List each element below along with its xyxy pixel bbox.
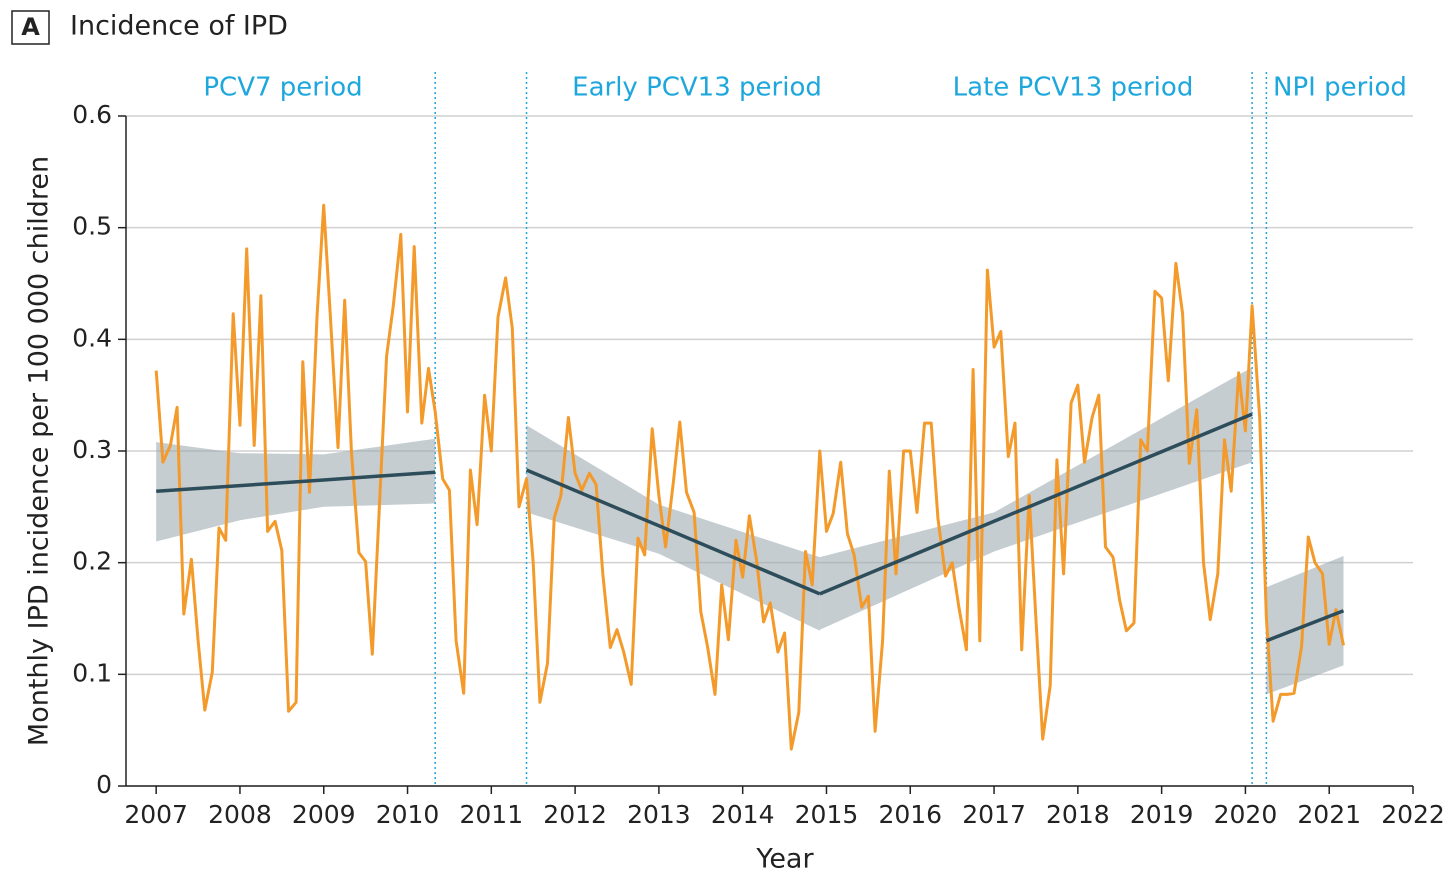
x-tick-label: 2010 <box>376 800 440 829</box>
y-tick-label: 0.1 <box>72 658 112 687</box>
x-tick-label: 2013 <box>627 800 691 829</box>
y-tick-label: 0.3 <box>72 435 112 464</box>
x-tick-label: 2018 <box>1046 800 1110 829</box>
period-label: Late PCV13 period <box>953 73 1194 103</box>
y-tick-label: 0.2 <box>72 547 112 576</box>
confidence-band <box>819 367 1253 630</box>
x-tick-label: 2011 <box>460 800 524 829</box>
x-tick-label: 2009 <box>292 800 356 829</box>
period-label: PCV7 period <box>203 73 362 103</box>
y-tick-label: 0.5 <box>72 212 112 241</box>
x-tick-label: 2015 <box>795 800 859 829</box>
x-tick-label: 2007 <box>124 800 188 829</box>
trend-line <box>525 468 821 596</box>
period-label: NPI period <box>1273 73 1407 103</box>
panel-box <box>11 10 50 45</box>
incidence-line <box>154 203 1345 751</box>
y-tick-label: 0 <box>96 770 112 799</box>
x-tick-label: 2016 <box>878 800 942 829</box>
x-tick-label: 2019 <box>1130 800 1194 829</box>
y-tick-label: 0.4 <box>72 323 112 352</box>
x-tick-label: 2012 <box>543 800 607 829</box>
x-tick-label: 2008 <box>208 800 272 829</box>
chart-title: Incidence of IPD <box>70 11 288 42</box>
trend-line <box>1265 609 1345 643</box>
x-tick-label: 2022 <box>1381 800 1445 829</box>
x-tick-label: 2014 <box>711 800 775 829</box>
period-label: Early PCV13 period <box>572 73 822 103</box>
x-tick-label: 2017 <box>962 800 1026 829</box>
x-tick-label: 2020 <box>1214 800 1278 829</box>
trend-line <box>156 470 436 493</box>
x-axis-label: Year <box>755 844 814 875</box>
y-tick-label: 0.6 <box>72 100 112 129</box>
confidence-band <box>526 425 820 631</box>
x-tick-label: 2021 <box>1297 800 1361 829</box>
panel-label: A <box>21 13 40 41</box>
y-axis-label: Monthly IPD incidence per 100 000 childr… <box>24 156 55 746</box>
trend-line <box>819 412 1253 596</box>
